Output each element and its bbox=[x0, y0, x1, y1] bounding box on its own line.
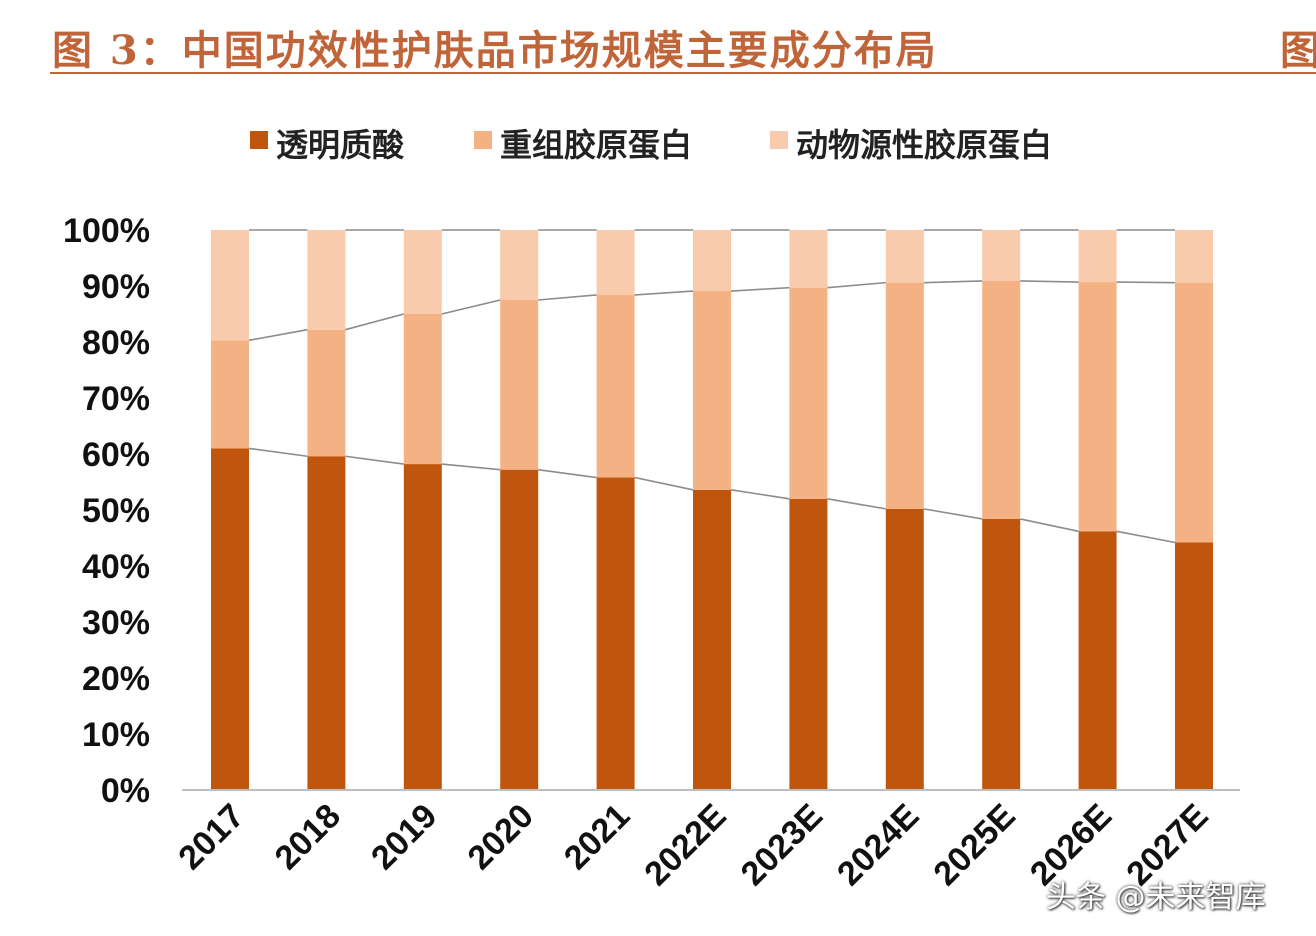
series-connector bbox=[923, 508, 983, 520]
figure-title: 图 3：中国功效性护肤品市场规模主要成分布局 bbox=[52, 27, 938, 74]
bar-segment bbox=[982, 230, 1021, 281]
bar-segment bbox=[1175, 230, 1213, 283]
bar-segment bbox=[885, 230, 924, 283]
bar-segment bbox=[1175, 282, 1213, 543]
bar-segment bbox=[307, 456, 346, 790]
bar-segment bbox=[403, 314, 442, 465]
bar-segment bbox=[596, 294, 635, 478]
bar-segment bbox=[885, 282, 924, 509]
bar-segment bbox=[1078, 230, 1117, 283]
bar-segment bbox=[693, 489, 731, 790]
bar-segment bbox=[885, 508, 924, 790]
legend-swatch bbox=[474, 131, 492, 149]
bar-segment bbox=[307, 230, 346, 330]
bar-segment bbox=[789, 498, 828, 790]
bar-segment bbox=[403, 230, 442, 314]
x-tick-label: 2019 bbox=[364, 797, 444, 877]
series-connector bbox=[1020, 280, 1079, 283]
bar-segment bbox=[211, 230, 249, 341]
legend-label: 透明质酸 bbox=[276, 126, 405, 164]
series-connector bbox=[827, 281, 886, 289]
y-tick-label: 70% bbox=[82, 380, 150, 418]
series-connector-lines bbox=[248, 229, 1176, 544]
series-connector bbox=[345, 313, 405, 331]
bar-segment bbox=[789, 230, 828, 288]
bar-segment bbox=[307, 329, 346, 457]
y-tick-label: 0% bbox=[101, 772, 150, 810]
bar-segment bbox=[693, 291, 731, 490]
series-connector bbox=[1020, 518, 1079, 533]
y-tick-label: 20% bbox=[82, 660, 150, 698]
bar-segment bbox=[982, 280, 1021, 519]
y-tick-label: 60% bbox=[82, 436, 150, 474]
bar-segment bbox=[403, 464, 442, 790]
series-connector bbox=[730, 286, 790, 292]
legend-label: 动物源性胶原蛋白 bbox=[796, 126, 1052, 164]
series-connector bbox=[827, 498, 886, 510]
series-connector bbox=[441, 463, 501, 471]
bar-segment bbox=[1078, 282, 1117, 532]
y-tick-label: 30% bbox=[82, 604, 150, 642]
bar-segment bbox=[789, 287, 828, 499]
series-connector bbox=[441, 299, 501, 315]
bar-segment bbox=[1175, 542, 1213, 790]
bars bbox=[211, 230, 1213, 790]
title-divider bbox=[50, 72, 1316, 74]
y-axis: 0% 10% 20% 30% 40% 50% 60% 70% 80% 90% 100% bbox=[63, 212, 150, 810]
series-connector bbox=[248, 328, 308, 342]
x-tick-label: 2020 bbox=[461, 797, 541, 877]
y-tick-label: 100% bbox=[63, 212, 150, 250]
bar-segment bbox=[211, 448, 249, 790]
y-tick-label: 50% bbox=[82, 492, 150, 530]
legend-swatch bbox=[250, 131, 268, 149]
legend-swatch bbox=[770, 131, 788, 149]
series-connector bbox=[248, 447, 308, 458]
bar-segment bbox=[211, 340, 249, 449]
bar-segment bbox=[500, 230, 539, 300]
x-tick-label: 2021 bbox=[557, 797, 637, 877]
legend-label: 重组胶原蛋白 bbox=[500, 126, 692, 164]
bar-segment bbox=[596, 477, 635, 790]
series-connector bbox=[1116, 281, 1176, 284]
y-tick-label: 10% bbox=[82, 716, 150, 754]
x-tick-label: 2018 bbox=[268, 797, 348, 877]
series-connector bbox=[634, 290, 694, 296]
bar-segment bbox=[982, 518, 1021, 790]
bar-segment bbox=[693, 230, 731, 292]
bar-segment bbox=[500, 300, 539, 470]
series-connector bbox=[1116, 530, 1176, 544]
x-tick-label: 2025E bbox=[926, 797, 1022, 893]
y-tick-label: 40% bbox=[82, 548, 150, 586]
x-tick-label: 2024E bbox=[830, 797, 926, 893]
x-tick-label: 2017 bbox=[171, 797, 251, 877]
bar-segment bbox=[500, 469, 539, 790]
legend: 透明质酸 重组胶原蛋白 动物源性胶原蛋白 bbox=[250, 126, 1052, 164]
series-connector bbox=[538, 294, 597, 301]
figure-title-clipped: 图 bbox=[1280, 27, 1316, 74]
y-tick-label: 80% bbox=[82, 324, 150, 362]
series-connector bbox=[923, 280, 983, 284]
watermark-text: 头条 @未来智库 bbox=[1046, 880, 1266, 915]
series-connector bbox=[345, 455, 404, 465]
series-connector bbox=[634, 476, 694, 491]
x-tick-label: 2022E bbox=[637, 797, 733, 893]
bar-segment bbox=[596, 230, 635, 295]
series-connector bbox=[730, 489, 790, 500]
x-tick-label: 2023E bbox=[734, 797, 830, 893]
y-tick-label: 90% bbox=[82, 268, 150, 306]
bar-segment bbox=[1078, 531, 1117, 790]
series-connector bbox=[538, 468, 597, 479]
